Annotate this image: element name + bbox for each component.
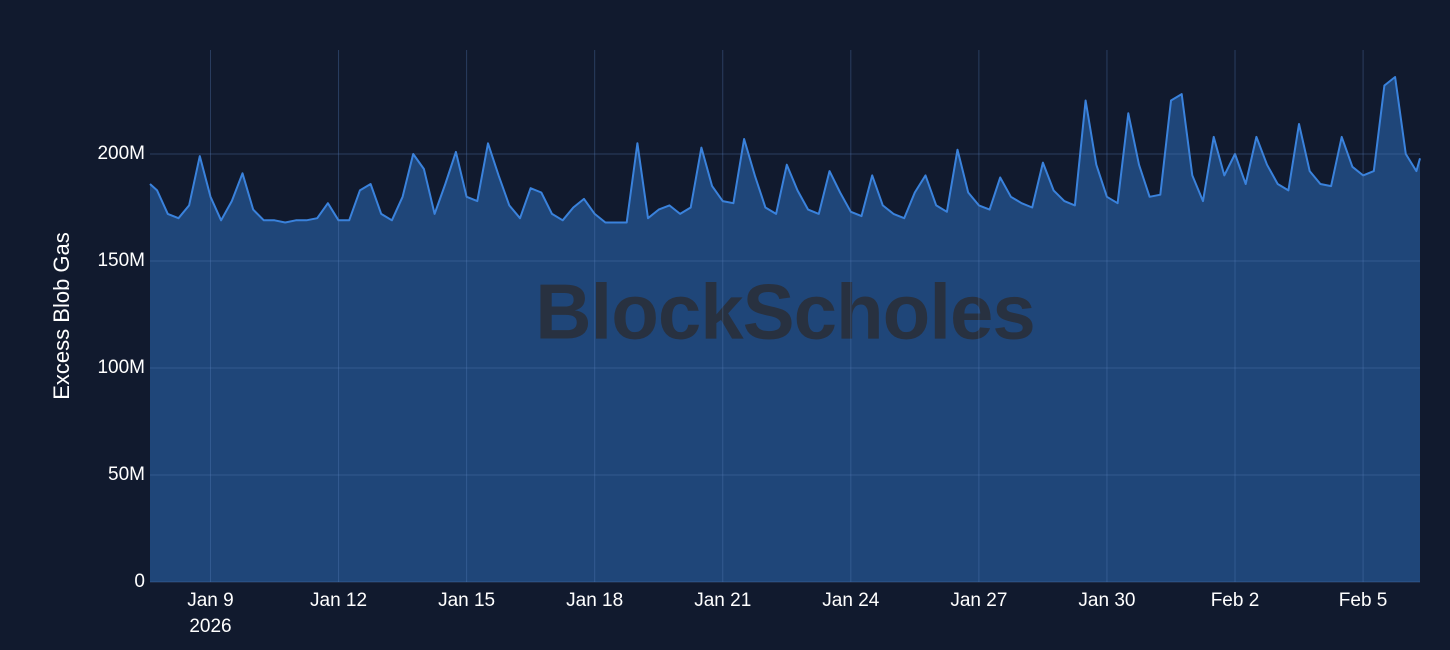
x-tick-label: Jan 21 <box>694 590 751 611</box>
area-line <box>149 76 1421 224</box>
x-tick-label: Jan 24 <box>822 590 879 611</box>
x-tick-label: Feb 2 <box>1211 590 1260 611</box>
y-tick-label: 200M <box>97 143 145 164</box>
x-tick-label: Jan 15 <box>438 590 495 611</box>
x-tick-label: Feb 5 <box>1339 590 1388 611</box>
watermark: BlockScholes <box>535 268 1035 356</box>
x-tick-label: Jan 12 <box>310 590 367 611</box>
y-tick-label: 100M <box>97 357 145 378</box>
y-tick-label: 0 <box>134 571 145 592</box>
x-tick-label: Jan 9 <box>187 590 233 611</box>
y-axis-label: Excess Blob Gas <box>49 232 74 400</box>
x-tick-label: Jan 30 <box>1078 590 1135 611</box>
x-tick-label: Jan 18 <box>566 590 623 611</box>
y-tick-label: 50M <box>108 464 145 485</box>
y-tick-label: 150M <box>97 250 145 271</box>
x-tick-label: Jan 27 <box>950 590 1007 611</box>
x-year-label: 2026 <box>189 616 231 637</box>
area-fill <box>150 77 1420 582</box>
